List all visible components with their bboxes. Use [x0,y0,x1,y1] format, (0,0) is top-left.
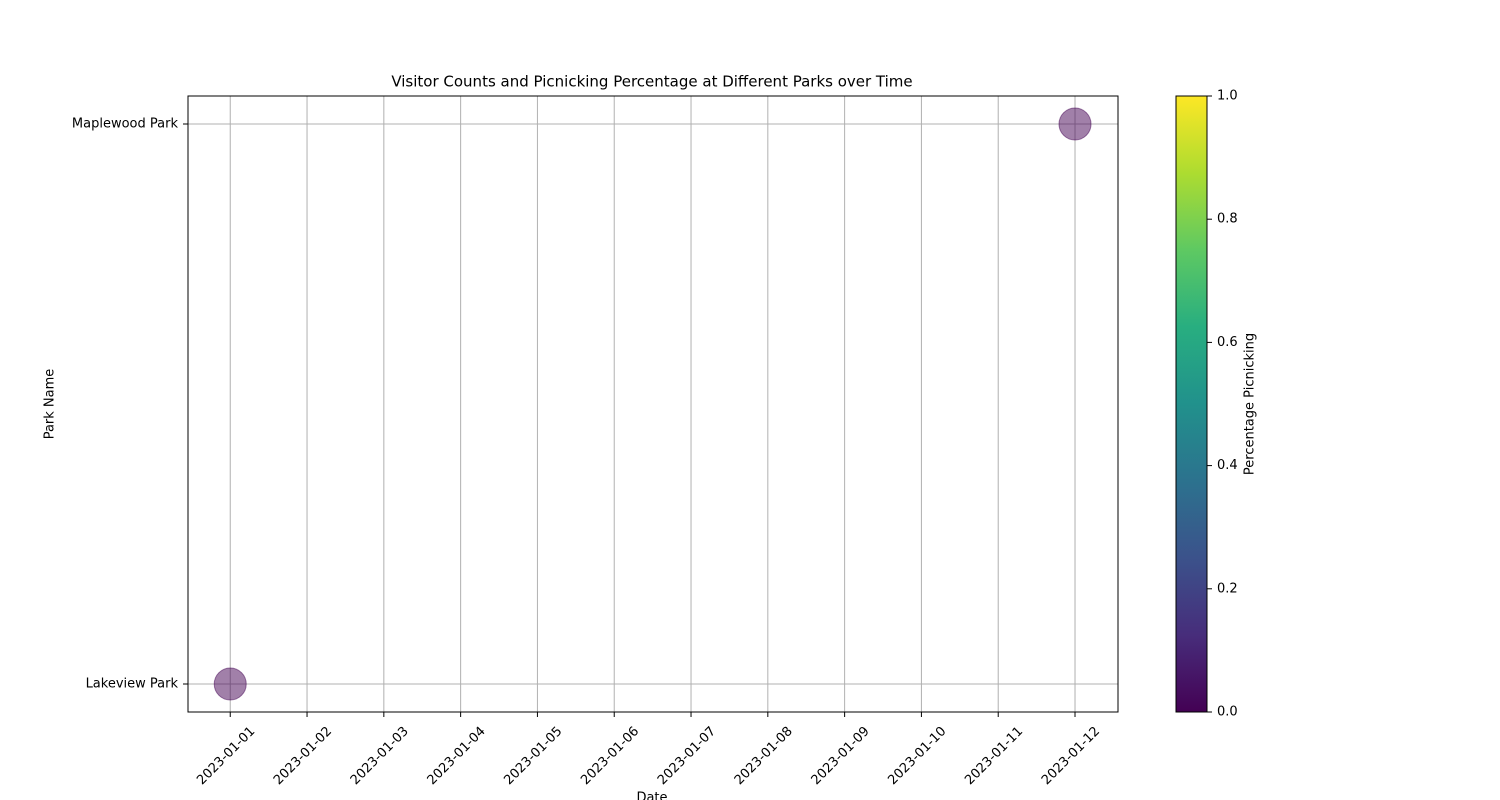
colorbar-tick-label: 0.2 [1217,581,1238,596]
x-tick-label: 2023-01-05 [501,724,565,788]
colorbar-tick-label: 0.6 [1217,335,1238,350]
x-tick-label: 2023-01-07 [655,724,719,788]
plot-frame [187,95,1119,713]
x-tick-label: 2023-01-06 [578,724,642,788]
x-axis-label: Date [636,791,667,800]
y-axis-label: Park Name [43,369,58,440]
y-tick-label: Maplewood Park [72,117,179,132]
colorbar-tick-label: 0.4 [1217,458,1238,473]
x-tick-label: 2023-01-11 [962,724,1026,788]
colorbar [1175,95,1208,713]
colorbar-tick-label: 0.0 [1217,705,1238,720]
x-tick-label: 2023-01-10 [885,724,949,788]
x-tick-label: 2023-01-08 [732,724,796,788]
colorbar-tick-label: 1.0 [1217,89,1238,104]
point [1058,107,1092,141]
y-tick-label: Lakeview Park [86,677,179,692]
x-tick-label: 2023-01-04 [425,724,489,788]
point [213,667,247,701]
x-tick-label: 2023-01-02 [271,724,335,788]
x-tick-label: 2023-01-03 [348,724,412,788]
x-tick-label: 2023-01-01 [194,724,258,788]
x-tick-label: 2023-01-09 [809,724,873,788]
colorbar-tick-label: 0.8 [1217,212,1238,227]
colorbar-label: Percentage Picnicking [1243,333,1258,475]
x-tick-label: 2023-01-12 [1039,724,1103,788]
chart-title: Visitor Counts and Picnicking Percentage… [391,73,912,91]
